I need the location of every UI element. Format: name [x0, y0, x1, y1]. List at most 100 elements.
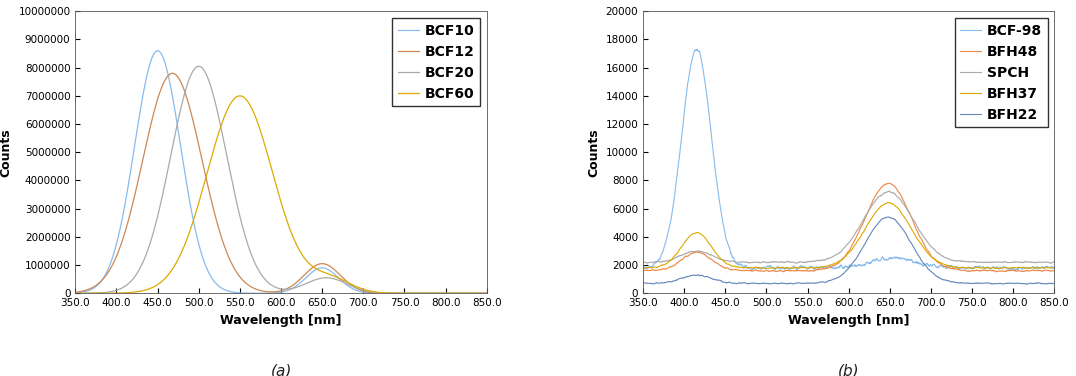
- BCF20: [269, 285, 282, 290]
- BFH22: [882, 215, 895, 219]
- BCF60: [90, 291, 103, 296]
- BCF12: [480, 291, 493, 296]
- BCF10: [258, 291, 271, 296]
- Line: BCF12: BCF12: [75, 73, 486, 293]
- BCF-98: [1048, 265, 1061, 270]
- Y-axis label: Counts: Counts: [0, 128, 13, 177]
- BFH37: [961, 265, 974, 270]
- BCF60: [269, 181, 282, 185]
- BFH37: [1048, 265, 1061, 270]
- BCF20: [69, 291, 82, 296]
- BCF20: [393, 291, 406, 296]
- BFH22: [657, 281, 670, 285]
- BCF20: [90, 291, 103, 295]
- BCF12: [269, 290, 282, 294]
- BFH37: [637, 266, 650, 270]
- BFH22: [961, 280, 974, 285]
- BCF60: [233, 94, 246, 98]
- SPCH: [1048, 260, 1061, 265]
- BCF10: [468, 291, 481, 296]
- X-axis label: Wavelength [nm]: Wavelength [nm]: [221, 314, 342, 327]
- SPCH: [1036, 260, 1049, 265]
- BCF12: [468, 291, 481, 296]
- BCF12: [90, 283, 103, 287]
- Y-axis label: Counts: Counts: [586, 128, 600, 177]
- BFH48: [1036, 269, 1049, 273]
- Line: BFH37: BFH37: [643, 203, 1054, 269]
- SPCH: [637, 260, 650, 265]
- BCF-98: [837, 266, 850, 271]
- BFH48: [1048, 269, 1061, 273]
- BFH48: [777, 270, 790, 274]
- BFH22: [1036, 282, 1049, 286]
- BCF-98: [637, 264, 650, 268]
- BFH37: [837, 256, 850, 261]
- BFH48: [637, 268, 650, 273]
- BCF-98: [657, 245, 670, 250]
- BFH37: [826, 262, 839, 267]
- BCF12: [393, 291, 406, 296]
- BCF-98: [691, 47, 704, 52]
- Text: (a): (a): [270, 364, 292, 376]
- BFH48: [837, 256, 850, 260]
- BFH22: [1036, 282, 1049, 286]
- BFH48: [883, 181, 896, 185]
- BCF-98: [1036, 265, 1049, 270]
- Line: BCF-98: BCF-98: [643, 49, 1054, 270]
- Legend: BCF10, BCF12, BCF20, BCF60: BCF10, BCF12, BCF20, BCF60: [393, 18, 480, 106]
- SPCH: [882, 189, 895, 193]
- BCF20: [480, 291, 493, 296]
- BCF60: [480, 291, 493, 296]
- BFH48: [961, 269, 974, 273]
- Line: BFH48: BFH48: [643, 183, 1054, 272]
- SPCH: [657, 259, 670, 263]
- SPCH: [837, 247, 850, 251]
- Line: BFH22: BFH22: [643, 217, 1054, 284]
- BCF10: [90, 284, 103, 288]
- BCF20: [468, 291, 481, 296]
- SPCH: [1036, 260, 1049, 265]
- BCF10: [152, 49, 165, 53]
- Line: BCF60: BCF60: [75, 96, 486, 293]
- BFH37: [657, 262, 670, 267]
- BFH22: [1048, 281, 1061, 285]
- BFH37: [1036, 265, 1049, 270]
- BFH22: [825, 277, 838, 282]
- BCF60: [258, 142, 271, 147]
- Line: SPCH: SPCH: [643, 191, 1054, 263]
- BFH48: [826, 264, 839, 268]
- BCF10: [468, 291, 481, 296]
- BCF12: [468, 291, 481, 296]
- BCF10: [480, 291, 493, 296]
- BFH48: [657, 266, 670, 271]
- BCF60: [468, 291, 481, 296]
- BCF10: [69, 291, 82, 295]
- SPCH: [825, 255, 838, 259]
- Legend: BCF-98, BFH48, SPCH, BFH37, BFH22: BCF-98, BFH48, SPCH, BFH37, BFH22: [954, 18, 1048, 127]
- BFH37: [881, 200, 894, 205]
- Text: (b): (b): [838, 364, 860, 376]
- SPCH: [961, 259, 974, 264]
- X-axis label: Wavelength [nm]: Wavelength [nm]: [788, 314, 909, 327]
- BCF10: [269, 291, 282, 295]
- BFH37: [760, 267, 773, 271]
- BCF10: [393, 291, 406, 296]
- BFH22: [837, 272, 850, 276]
- BCF-98: [1009, 268, 1022, 272]
- BCF20: [258, 277, 271, 281]
- BFH48: [1036, 269, 1049, 273]
- BCF20: [468, 291, 481, 296]
- BFH37: [1036, 265, 1049, 270]
- BFH22: [637, 281, 650, 285]
- BCF-98: [826, 266, 839, 270]
- BCF-98: [1036, 265, 1049, 270]
- BCF12: [69, 290, 82, 294]
- BCF60: [468, 291, 481, 296]
- BCF12: [258, 289, 271, 294]
- Line: BCF10: BCF10: [75, 51, 486, 293]
- BCF12: [166, 71, 179, 76]
- SPCH: [1044, 261, 1057, 265]
- BCF-98: [961, 266, 974, 270]
- BFH22: [1020, 282, 1033, 287]
- BCF20: [193, 64, 206, 68]
